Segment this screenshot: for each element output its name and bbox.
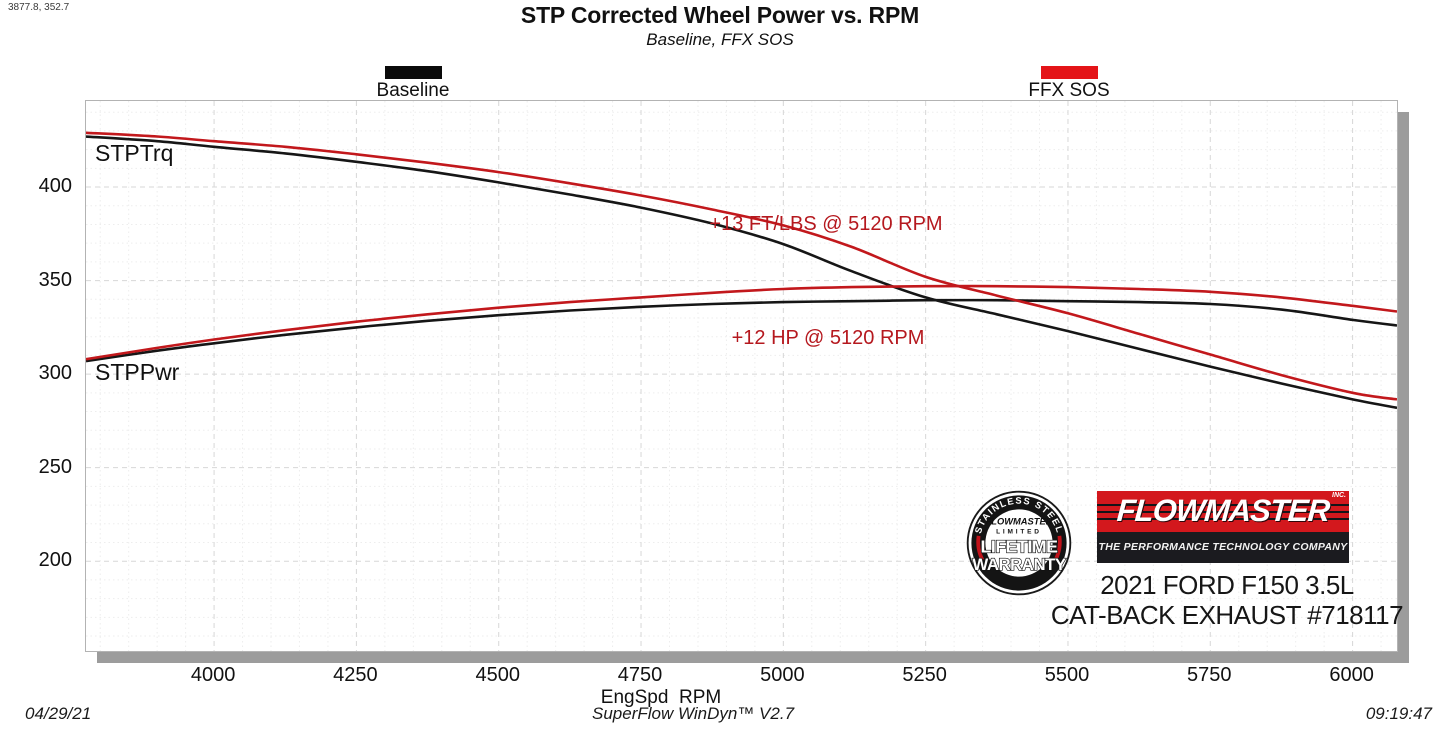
flowmaster-logo: FLOWMASTER INC. THE PERFORMANCE TECHNOLO… bbox=[1097, 491, 1349, 563]
series-ffx-sos-stppwr bbox=[86, 284, 1397, 361]
series-ffx-sos-stptrq bbox=[86, 131, 1397, 401]
x-tick-label: 6000 bbox=[1329, 664, 1374, 686]
x-tick-label: 5000 bbox=[760, 664, 805, 686]
flowmaster-logo-inc: INC. bbox=[1332, 492, 1346, 499]
lifetime-warranty-badge: STAINLESS STEEL FLOWMASTER LIMITED LIFET… bbox=[966, 490, 1072, 596]
annotation-torque-gain: +13 FT/LBS @ 5120 RPM bbox=[709, 213, 943, 235]
legend-swatch-ffx-sos bbox=[1041, 66, 1098, 79]
x-tick-label: 4250 bbox=[333, 664, 378, 686]
vehicle-line-2: CAT-BACK EXHAUST #718117 bbox=[1050, 600, 1404, 630]
badge-flowmaster-script: FLOWMASTER bbox=[986, 516, 1053, 526]
x-tick-label: 4500 bbox=[475, 664, 520, 686]
x-axis-title: EngSpd RPM bbox=[600, 687, 722, 708]
y-tick-label: 250 bbox=[38, 455, 72, 478]
x-tick-label: 5250 bbox=[902, 664, 947, 686]
badge-warranty-text: WARRANTY bbox=[972, 555, 1065, 574]
plot-area[interactable]: STPTrq STPPwr +13 FT/LBS @ 5120 RPM +12 … bbox=[85, 100, 1404, 652]
chart-title: STP Corrected Wheel Power vs. RPM bbox=[520, 2, 920, 28]
footer-time: 09:19:47 bbox=[1365, 704, 1432, 723]
y-tick-label: 200 bbox=[38, 549, 72, 572]
badge-inner-disc bbox=[985, 509, 1053, 577]
series-baseline-stppwr bbox=[86, 298, 1397, 363]
flowmaster-logo-black-band bbox=[1097, 532, 1349, 563]
annotation-power-gain: +12 HP @ 5120 RPM bbox=[731, 327, 925, 349]
y-tick-label: 350 bbox=[38, 268, 72, 291]
legend-label-ffx-sos: FFX SOS bbox=[1028, 80, 1110, 101]
vehicle-description: 2021 FORD F150 3.5L CAT-BACK EXHAUST #71… bbox=[1046, 570, 1408, 630]
legend-label-baseline: Baseline bbox=[376, 80, 450, 101]
vehicle-line-1: 2021 FORD F150 3.5L bbox=[1100, 570, 1354, 600]
dyno-curves-canvas bbox=[86, 101, 1397, 651]
badge-lifetime-text: LIFETIME bbox=[981, 536, 1059, 556]
y-tick-label: 400 bbox=[38, 175, 72, 198]
flowmaster-logo-red-band: FLOWMASTER INC. bbox=[1097, 491, 1349, 532]
badge-red-accent-left bbox=[976, 535, 985, 561]
cursor-position-readout: 3877.8, 352.7 bbox=[8, 2, 70, 13]
curve-label-power: STPPwr bbox=[95, 359, 180, 385]
footer-date: 04/29/21 bbox=[25, 704, 92, 723]
x-tick-label: 4000 bbox=[190, 664, 236, 686]
footer-application: SuperFlow WinDyn™ V2.7 bbox=[592, 704, 795, 723]
y-tick-label: 300 bbox=[38, 362, 72, 385]
badge-red-accent-right bbox=[1053, 535, 1062, 561]
badge-limited-text: LIMITED bbox=[996, 529, 1042, 536]
legend-swatch-baseline bbox=[385, 66, 442, 79]
curve-label-torque: STPTrq bbox=[95, 140, 174, 166]
series-baseline-stptrq bbox=[86, 135, 1397, 410]
flowmaster-logo-tagline: THE PERFORMANCE TECHNOLOGY COMPANY bbox=[1098, 541, 1348, 553]
x-tick-label: 5750 bbox=[1187, 664, 1232, 686]
x-tick-label: 4750 bbox=[617, 664, 663, 686]
x-tick-label: 5500 bbox=[1044, 664, 1090, 686]
flowmaster-logo-wordmark: FLOWMASTER bbox=[1115, 493, 1331, 528]
chart-subtitle: Baseline, FFX SOS bbox=[646, 30, 794, 49]
